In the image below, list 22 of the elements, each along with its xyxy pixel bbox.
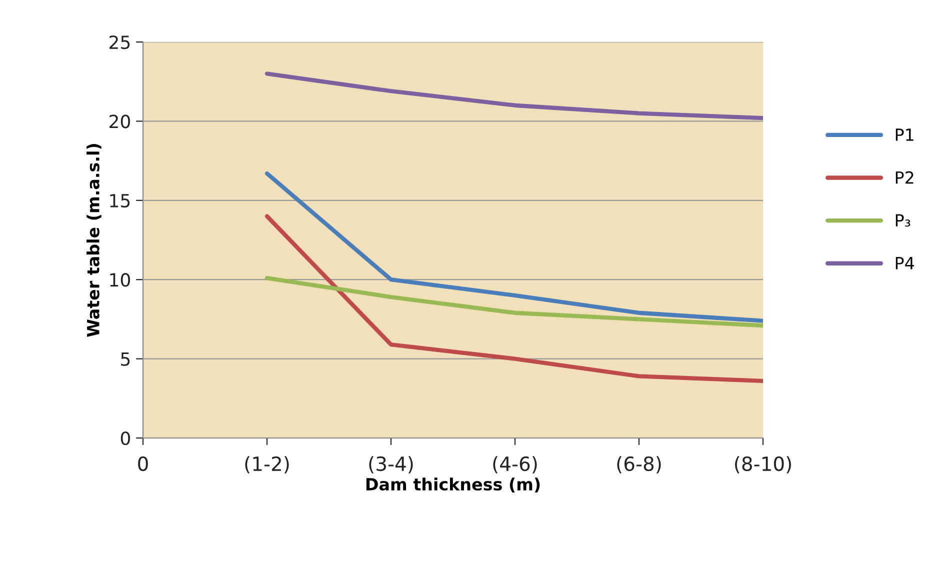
x-tick-label: (4-6) — [493, 456, 537, 474]
x-tick-label: (1-2) — [245, 456, 289, 474]
y-tick-label: 25 — [110, 35, 130, 50]
y-tick-label: 10 — [110, 273, 130, 287]
y-tick-label: 0 — [120, 431, 130, 446]
legend-label: P2 — [896, 171, 914, 184]
y-axis-title: Water table (m.a.s.l) — [86, 144, 102, 337]
y-tick-label: 5 — [121, 352, 130, 366]
line-series — [264, 171, 763, 323]
legend-label: P₃ — [896, 214, 910, 227]
x-tick-label: (8-10) — [735, 456, 791, 474]
line-series — [264, 72, 763, 120]
y-tick-label: 20 — [110, 114, 130, 128]
y-tick-label: 15 — [110, 194, 130, 208]
line-series — [264, 276, 763, 328]
x-tick-label: 0 — [138, 456, 148, 472]
legend-label: P4 — [896, 257, 914, 270]
legend-label: P1 — [896, 128, 914, 141]
x-axis-title: Dam thickness (m) — [366, 478, 540, 493]
x-tick-label: (3-4) — [369, 456, 413, 474]
x-tick-label: (6-8) — [617, 456, 661, 474]
line-series — [264, 214, 763, 384]
